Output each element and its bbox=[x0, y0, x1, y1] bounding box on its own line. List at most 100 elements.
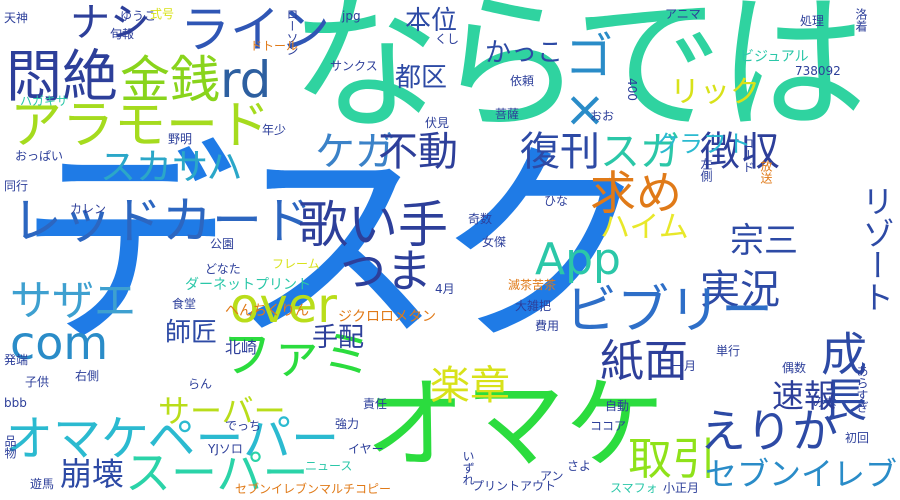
word-kakko: かっこ bbox=[485, 38, 564, 68]
word-doukou: 同行 bbox=[4, 179, 29, 193]
word-shokudou: 食堂 bbox=[172, 297, 197, 311]
word-hechikurin: へんちくりん bbox=[225, 303, 309, 319]
word-rd: rd bbox=[220, 51, 272, 109]
word-shishou: 師匠 bbox=[165, 318, 218, 348]
word-frame: フレーム bbox=[272, 257, 320, 271]
word-hattan: 発端 bbox=[4, 353, 29, 367]
word-migigawa: 右側 bbox=[75, 369, 100, 383]
word-motome: 求め bbox=[590, 166, 682, 220]
word-news: ニュース bbox=[305, 459, 353, 473]
word-rizort: リゾート bbox=[857, 185, 895, 313]
word-junpou: 旬報 bbox=[110, 27, 135, 41]
word-mina: みな bbox=[813, 395, 838, 409]
word-n400: 400 bbox=[625, 78, 639, 101]
word-fushimi: 伏見 bbox=[425, 116, 450, 130]
word-lawson: ローソン bbox=[285, 8, 299, 56]
word-haim: ハイム bbox=[600, 210, 689, 245]
word-hokai: 崩壊 bbox=[60, 455, 125, 493]
word-kinsen: 金銭 bbox=[120, 51, 220, 109]
word-kitazaki: 北崎 bbox=[225, 338, 258, 357]
word-jikuro: ジクロロメタン bbox=[338, 309, 436, 325]
word-shikigou: 式号 bbox=[150, 7, 175, 21]
word-hina: ひな bbox=[544, 194, 569, 208]
word-bbb: bbb bbox=[4, 396, 27, 410]
word-housou: 放送 bbox=[759, 160, 773, 184]
word-metsucha: 滅茶苦茶 bbox=[508, 278, 557, 292]
word-fudou: 不動 bbox=[378, 129, 458, 175]
word-seveneleven: セブンイレブ bbox=[705, 455, 898, 493]
word-munezo: 宗三 bbox=[730, 221, 798, 261]
word-daizatsu: 大雑把 bbox=[515, 299, 552, 313]
word-ran: らん bbox=[188, 377, 213, 391]
word-karen: カレン bbox=[70, 202, 107, 216]
word-multicopy: セブンイレブンマルチコピー bbox=[235, 482, 392, 496]
word-sekinin: 責任 bbox=[363, 397, 388, 411]
word-kega: ケガ bbox=[315, 129, 395, 175]
word-rakushou: 楽章 bbox=[430, 363, 510, 409]
word-doutor: ドトール bbox=[250, 39, 299, 53]
word-hinmoku: 品物 bbox=[3, 435, 17, 459]
word-nashi: ナシ bbox=[70, 0, 150, 46]
word-sayo: さよ bbox=[567, 459, 592, 473]
word-gomi: ゴ× bbox=[556, 30, 614, 138]
word-aramode: アラモード bbox=[10, 96, 271, 156]
word-naradeha: ならでは bbox=[290, 0, 868, 152]
word-ichigatsu: 一月 bbox=[672, 359, 697, 373]
word-sokuhou: 速報 bbox=[772, 377, 837, 415]
word-koshougatsu: 小正月 bbox=[663, 481, 700, 495]
word-izure: いずれ bbox=[461, 450, 475, 486]
word-yjsoro: YJソロ bbox=[208, 442, 243, 456]
word-yuukaku: 遊馬 bbox=[30, 477, 55, 491]
word-torihiki: 取引 bbox=[628, 434, 716, 485]
word-omakepepa: オマケペーパー bbox=[5, 411, 340, 467]
word-craft: クラフト bbox=[655, 130, 751, 158]
word-tenjin: 天神 bbox=[4, 11, 29, 25]
word-famimi: ファミ bbox=[222, 326, 372, 384]
word-nenshou: 年少 bbox=[262, 123, 287, 137]
word-joketsu: 女傑 bbox=[482, 235, 507, 249]
word-desk: デスク bbox=[18, 122, 652, 375]
word-hon-i: 本位 bbox=[405, 6, 458, 36]
word-omake: オマケ bbox=[365, 366, 665, 483]
word-over: over bbox=[230, 278, 338, 334]
word-bibury: ビブリー bbox=[565, 281, 774, 341]
word-printout: プリントアウト bbox=[472, 479, 557, 493]
word-shori: 処理 bbox=[800, 14, 825, 28]
word-shimen: 紙面 bbox=[600, 336, 688, 387]
word-num738092: 738092 bbox=[795, 64, 841, 78]
word-hagakisa: ハガキサ bbox=[20, 94, 69, 108]
word-utaite: 歌い手 bbox=[298, 196, 448, 254]
word-kisuu: 奇数 bbox=[468, 212, 493, 226]
word-app: App bbox=[535, 234, 621, 285]
word-smapho: スマフォ bbox=[610, 481, 658, 495]
word-sukasaha: スカサハ bbox=[100, 147, 243, 188]
word-super: スーパー bbox=[125, 446, 309, 500]
word-kuji: くし bbox=[435, 32, 460, 46]
word-guusuu: 偶数 bbox=[782, 361, 807, 375]
word-kouen: 公園 bbox=[210, 237, 235, 251]
word-chouishu: 徴収 bbox=[700, 129, 780, 175]
word-tangyou: 単行 bbox=[716, 344, 741, 358]
word-line: ライン bbox=[180, 1, 330, 59]
word-yuuko: ゆうこ bbox=[120, 9, 157, 23]
word-jikkyou: 実況 bbox=[700, 267, 780, 313]
word-suzuki: 洛着 bbox=[854, 8, 868, 32]
word-seichou: 成長 bbox=[814, 330, 868, 422]
word-yaarei: 野明 bbox=[168, 132, 193, 146]
word-jpg: jpg bbox=[342, 9, 361, 23]
word-tehai: 手配 bbox=[312, 323, 365, 353]
word-koko: ココア bbox=[590, 419, 627, 433]
word-hiyou: 費用 bbox=[535, 319, 560, 333]
word-sanks: サンクス bbox=[330, 59, 378, 73]
word-com: com bbox=[10, 316, 109, 370]
word-sazae: サザエ bbox=[10, 276, 137, 325]
word-dernet: ダーネットプリント bbox=[185, 277, 311, 293]
word-monzetsu: 悶絶 bbox=[6, 45, 118, 110]
word-oppai: おっぱい bbox=[15, 149, 64, 163]
word-kyouryoku: 強力 bbox=[335, 417, 360, 431]
word-sayuu: 左側 bbox=[699, 158, 713, 182]
word-shokai: 初回 bbox=[845, 431, 870, 445]
word-suga: スガ bbox=[600, 129, 680, 175]
word-kodomo: 子供 bbox=[25, 375, 50, 389]
